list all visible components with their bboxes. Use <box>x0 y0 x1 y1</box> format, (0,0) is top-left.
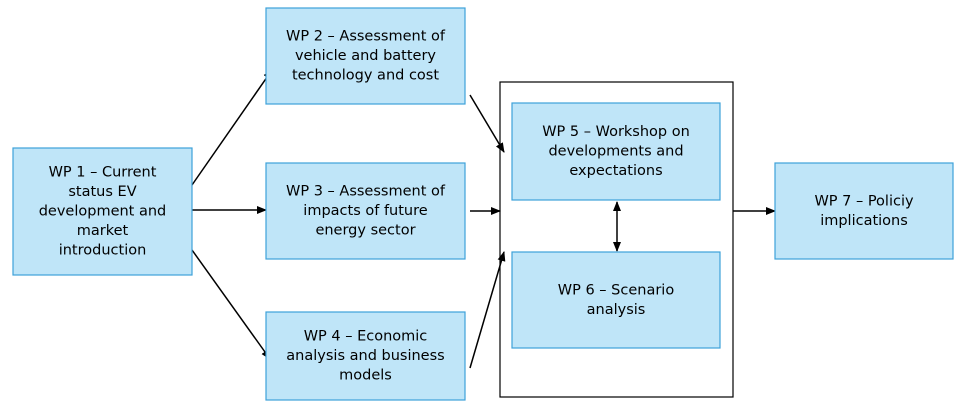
node-box <box>265 162 466 260</box>
node-box <box>511 102 721 201</box>
arrow <box>191 69 273 186</box>
node-label: impacts of future <box>303 203 427 219</box>
node-label: WP 7 – Policiy <box>814 193 914 209</box>
node-label: WP 6 – Scenario <box>558 282 675 298</box>
node-box <box>265 311 466 401</box>
node-label: analysis and business <box>286 348 444 364</box>
node-label: implications <box>820 213 908 229</box>
node-box <box>12 147 193 276</box>
node-label: WP 4 – Economic <box>304 329 428 345</box>
node-label: models <box>339 368 392 384</box>
node-box <box>511 251 721 349</box>
node-label: WP 2 – Assessment of <box>286 29 446 45</box>
arrow <box>469 251 506 369</box>
arrows <box>191 69 776 369</box>
node-label: WP 5 – Workshop on <box>542 124 690 140</box>
node-label: expectations <box>569 163 662 179</box>
node-label: energy sector <box>315 223 415 239</box>
node-label: analysis <box>587 302 646 318</box>
node-label: WP 1 – Current <box>49 165 157 181</box>
node-box <box>265 7 466 105</box>
arrow <box>191 249 271 360</box>
node-box <box>774 162 954 260</box>
arrow <box>469 94 505 153</box>
node-label: introduction <box>59 243 147 259</box>
node-label: vehicle and battery <box>295 48 436 64</box>
node-label: status EV <box>68 184 136 200</box>
node-label: development and <box>39 204 167 220</box>
node-label: developments and <box>548 144 683 160</box>
node-label: market <box>77 223 129 239</box>
node-label: technology and cost <box>292 68 439 84</box>
node-label: WP 3 – Assessment of <box>286 184 446 200</box>
